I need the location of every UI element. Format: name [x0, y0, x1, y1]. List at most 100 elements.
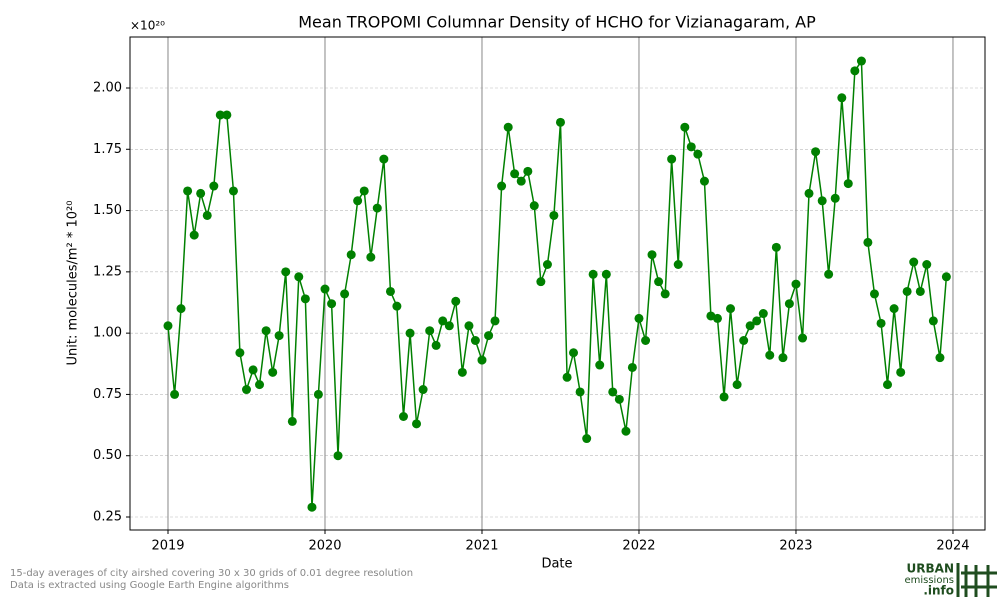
logo-icon [956, 563, 997, 597]
y-tick-label: 0.75 [93, 387, 122, 402]
data-point [510, 169, 520, 179]
data-point [477, 355, 487, 365]
data-point [398, 411, 408, 421]
series-line [167, 58, 948, 508]
data-point [634, 313, 644, 323]
data-point [915, 286, 925, 296]
data-point [189, 230, 199, 240]
data-point [588, 269, 598, 279]
data-point [385, 286, 395, 296]
data-point [412, 419, 422, 429]
x-tick-label: 2024 [936, 539, 969, 554]
data-point [726, 304, 736, 314]
y-tick-label: 1.75 [93, 142, 122, 157]
footnote: 15-day averages of city airshed covering… [10, 568, 413, 579]
y-tick-label: 2.00 [93, 80, 122, 95]
data-point [438, 316, 448, 326]
data-point [791, 279, 801, 289]
data-point [575, 387, 585, 397]
data-point [647, 250, 657, 260]
data-point [804, 188, 814, 198]
data-point [902, 286, 912, 296]
data-point [372, 203, 382, 213]
data-point [843, 179, 853, 189]
data-point [320, 284, 330, 294]
data-point [693, 149, 703, 159]
data-point [202, 210, 212, 220]
data-point [824, 269, 834, 279]
data-point [935, 353, 945, 363]
data-point [228, 186, 238, 196]
data-point [392, 301, 402, 311]
data-point [523, 166, 533, 176]
data-point [752, 316, 762, 326]
data-point [359, 186, 369, 196]
data-point [484, 331, 494, 341]
data-point [876, 318, 886, 328]
data-point [850, 66, 860, 76]
data-point [562, 372, 572, 382]
plot-frame [129, 36, 986, 531]
data-point [255, 380, 265, 390]
data-point [457, 367, 467, 377]
data-point [569, 348, 579, 358]
data-point [542, 260, 552, 270]
data-point [529, 201, 539, 211]
y-offset-label: ×10²⁰ [130, 19, 165, 33]
chart-title: Mean TROPOMI Columnar Density of HCHO fo… [298, 13, 816, 32]
data-point [699, 176, 709, 186]
data-point [641, 335, 651, 345]
data-point [909, 257, 919, 267]
data-point [928, 316, 938, 326]
data-point [340, 289, 350, 299]
data-point [503, 122, 513, 132]
data-point [654, 277, 664, 287]
data-point [431, 340, 441, 350]
y-tick-label: 1.25 [93, 264, 122, 279]
data-point [405, 328, 415, 338]
data-point [327, 299, 337, 309]
y-tick-label: 1.50 [93, 203, 122, 218]
logo-text: URBAN [907, 562, 954, 576]
data-point [366, 252, 376, 262]
data-point [287, 416, 297, 426]
data-point [222, 110, 232, 120]
data-point [235, 348, 245, 358]
data-point [549, 210, 559, 220]
data-point [313, 389, 323, 399]
data-point [869, 289, 879, 299]
data-point [163, 321, 173, 331]
x-tick-label: 2022 [622, 539, 655, 554]
data-point [712, 313, 722, 323]
data-point [817, 196, 827, 206]
data-point [261, 326, 271, 336]
data-point [497, 181, 507, 191]
logo-text: .info [923, 584, 954, 598]
logo: URBAN emissions .info [904, 562, 997, 598]
data-point [346, 250, 356, 260]
data-point [183, 186, 193, 196]
data-point [595, 360, 605, 370]
y-tick-label: 1.00 [93, 326, 122, 341]
data-point [536, 277, 546, 287]
x-tick-label: 2020 [308, 539, 341, 554]
x-tick-label: 2021 [465, 539, 498, 554]
data-point [614, 394, 624, 404]
data-point [627, 362, 637, 372]
data-point [745, 321, 755, 331]
data-point [281, 267, 291, 277]
y-tick-label: 0.25 [93, 510, 122, 525]
data-point [353, 196, 363, 206]
data-point [739, 335, 749, 345]
data-point [765, 350, 775, 360]
data-point [608, 387, 618, 397]
data-point [758, 309, 768, 319]
data-point [889, 304, 899, 314]
data-point [837, 93, 847, 103]
data-point [379, 154, 389, 164]
data-point [425, 326, 435, 336]
data-point [784, 299, 794, 309]
data-point [732, 380, 742, 390]
data-point [470, 335, 480, 345]
data-point [555, 117, 565, 127]
